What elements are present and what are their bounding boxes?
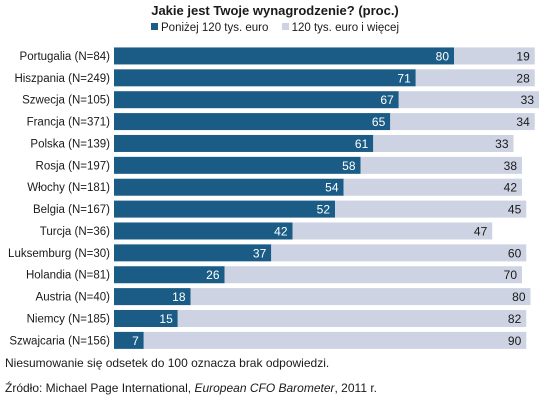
value-label-120k-and-above-rosja: 38 bbox=[504, 159, 518, 173]
category-label-polska: Polska (N=139) bbox=[30, 138, 110, 150]
value-label-below-120k-szwajcaria: 7 bbox=[132, 334, 139, 348]
value-label-below-120k-niemcy: 15 bbox=[159, 312, 173, 326]
value-label-below-120k-belgia: 52 bbox=[317, 203, 331, 217]
value-label-below-120k-holandia: 26 bbox=[206, 268, 220, 282]
bar-below-120k-austria bbox=[114, 288, 191, 306]
bar-below-120k-portugalia bbox=[114, 47, 454, 65]
value-label-120k-and-above-belgia: 45 bbox=[508, 203, 522, 217]
value-label-120k-and-above-polska: 33 bbox=[495, 137, 509, 151]
value-label-below-120k-hiszpania: 71 bbox=[397, 71, 411, 85]
bar-120k-and-above-austria bbox=[190, 288, 531, 306]
bar-120k-and-above-rosja bbox=[360, 156, 522, 174]
value-label-below-120k-austria: 18 bbox=[172, 290, 186, 304]
value-label-120k-and-above-turcja: 47 bbox=[474, 224, 488, 238]
source-suffix: , 2011 r. bbox=[334, 381, 377, 395]
bar-below-120k-niemcy bbox=[114, 310, 178, 327]
bar-120k-and-above-francja bbox=[390, 113, 535, 131]
category-label-niemcy: Niemcy (N=185) bbox=[27, 314, 111, 326]
legend-label-120k-and-above: 120 tys. euro i więcej bbox=[291, 22, 399, 34]
bar-below-120k-polska bbox=[114, 134, 374, 152]
legend-item-120k-and-above: 120 tys. euro i więcej bbox=[281, 22, 399, 34]
bar-120k-and-above-hiszpania bbox=[415, 69, 535, 87]
value-label-below-120k-szwecja: 67 bbox=[380, 93, 394, 107]
source-line: Źródło: Michael Page International, Euro… bbox=[5, 381, 377, 395]
category-label-rosja: Rosja (N=197) bbox=[36, 160, 111, 172]
bar-below-120k-szwajcaria bbox=[114, 331, 144, 349]
value-label-below-120k-rosja: 58 bbox=[342, 159, 356, 173]
value-label-120k-and-above-luksemburg: 60 bbox=[508, 246, 522, 260]
category-label-turcja: Turcja (N=36) bbox=[40, 226, 110, 238]
bar-below-120k-włochy bbox=[114, 178, 344, 196]
source-publication: European CFO Barometer bbox=[194, 381, 335, 395]
value-label-120k-and-above-szwecja: 33 bbox=[521, 93, 535, 107]
value-label-below-120k-portugalia: 80 bbox=[436, 49, 450, 63]
legend-swatch-120k-and-above bbox=[281, 23, 289, 30]
value-label-120k-and-above-szwajcaria: 90 bbox=[508, 334, 522, 348]
bar-below-120k-rosja bbox=[114, 156, 361, 174]
category-label-francja: Francja (N=371) bbox=[27, 117, 111, 129]
source-prefix: Źródło: Michael Page International, bbox=[5, 381, 195, 395]
bar-120k-and-above-turcja bbox=[292, 222, 493, 240]
bar-below-120k-francja bbox=[114, 113, 391, 131]
value-label-below-120k-włochy: 54 bbox=[325, 181, 339, 195]
legend: Poniżej 120 tys. euro 120 tys. euro i wi… bbox=[0, 22, 550, 34]
category-label-szwajcaria: Szwajcaria (N=156) bbox=[9, 335, 110, 347]
bar-below-120k-holandia bbox=[114, 266, 225, 284]
bar-below-120k-turcja bbox=[114, 222, 293, 240]
category-label-belgia: Belgia (N=167) bbox=[33, 204, 110, 216]
bar-120k-and-above-polska bbox=[373, 134, 514, 152]
bar-below-120k-szwecja bbox=[114, 91, 399, 109]
value-label-120k-and-above-portugalia: 19 bbox=[516, 49, 530, 63]
bar-below-120k-belgia bbox=[114, 200, 335, 218]
legend-item-below-120k: Poniżej 120 tys. euro bbox=[151, 22, 268, 34]
bar-120k-and-above-szwajcaria bbox=[143, 331, 527, 349]
value-label-120k-and-above-francja: 34 bbox=[516, 115, 530, 129]
chart-title: Jakie jest Twoje wynagrodzenie? (proc.) bbox=[151, 3, 399, 18]
category-label-portugalia: Portugalia (N=84) bbox=[20, 51, 111, 63]
bar-120k-and-above-portugalia bbox=[454, 47, 535, 65]
value-label-120k-and-above-hiszpania: 28 bbox=[516, 71, 530, 85]
bar-120k-and-above-włochy bbox=[343, 178, 522, 196]
category-label-luksemburg: Luksemburg (N=30) bbox=[8, 248, 110, 260]
bar-120k-and-above-niemcy bbox=[177, 310, 527, 327]
bar-120k-and-above-luksemburg bbox=[271, 244, 527, 262]
bar-120k-and-above-belgia bbox=[335, 200, 527, 218]
legend-label-below-120k: Poniżej 120 tys. euro bbox=[161, 22, 269, 34]
bar-120k-and-above-holandia bbox=[224, 266, 522, 284]
value-label-below-120k-turcja: 42 bbox=[274, 224, 288, 238]
value-label-120k-and-above-austria: 80 bbox=[512, 290, 526, 304]
bar-120k-and-above-szwecja bbox=[398, 91, 539, 109]
category-label-szwecja: Szwecja (N=105) bbox=[22, 95, 110, 107]
category-label-hiszpania: Hiszpania (N=249) bbox=[14, 73, 110, 85]
bar-below-120k-hiszpania bbox=[114, 69, 416, 87]
value-label-120k-and-above-niemcy: 82 bbox=[508, 312, 522, 326]
bar-below-120k-luksemburg bbox=[114, 244, 272, 262]
value-label-below-120k-luksemburg: 37 bbox=[253, 246, 267, 260]
value-label-120k-and-above-holandia: 70 bbox=[504, 268, 518, 282]
value-label-below-120k-polska: 61 bbox=[355, 137, 369, 151]
value-label-120k-and-above-włochy: 42 bbox=[504, 181, 518, 195]
footnote: Niesumowanie się odsetek do 100 oznacza … bbox=[5, 356, 330, 370]
legend-swatch-below-120k bbox=[151, 23, 158, 30]
category-label-włochy: Włochy (N=181) bbox=[27, 182, 110, 194]
category-label-holandia: Holandia (N=81) bbox=[26, 270, 110, 282]
value-label-below-120k-francja: 65 bbox=[372, 115, 386, 129]
category-label-austria: Austria (N=40) bbox=[36, 292, 111, 304]
